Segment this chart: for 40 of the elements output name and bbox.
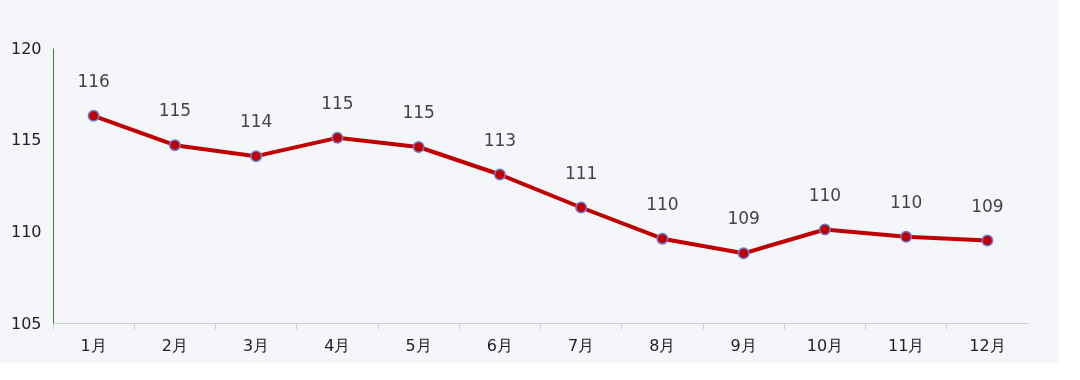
x-tick-label: 5月 — [405, 335, 432, 355]
y-tick-label: 105 — [10, 313, 42, 333]
data-label: 116 — [77, 70, 110, 91]
data-label: 115 — [158, 100, 192, 121]
data-label: 111 — [564, 162, 598, 183]
y-tick-label: 110 — [10, 221, 42, 241]
y-tick-label: 115 — [10, 130, 42, 150]
data-label: 110 — [646, 193, 679, 214]
point — [900, 230, 913, 243]
x-tick-label: 1月 — [80, 335, 107, 355]
point — [981, 234, 994, 247]
data-label: 115 — [402, 102, 435, 122]
x-tick-label: 9月 — [730, 335, 757, 355]
data-label: 115 — [321, 92, 354, 113]
x-tick-label: 6月 — [486, 335, 513, 355]
x-tick-label: 12月 — [969, 335, 1006, 355]
point — [250, 150, 263, 163]
x-tick-label: 8月 — [649, 335, 676, 355]
point — [168, 139, 181, 152]
point — [331, 131, 344, 144]
data-label: 109 — [727, 208, 760, 229]
x-tick-label: 3月 — [243, 335, 270, 355]
point — [818, 223, 831, 236]
point — [493, 168, 506, 181]
x-tick-label: 2月 — [161, 335, 188, 355]
data-label: 114 — [239, 111, 273, 132]
data-label: 113 — [483, 129, 517, 150]
data-label: 110 — [808, 184, 842, 205]
data-label: 110 — [889, 191, 923, 212]
point — [575, 201, 588, 214]
point — [412, 141, 425, 153]
x-tick-label: 7月 — [568, 335, 595, 355]
point — [737, 247, 750, 260]
x-tick-label: 11月 — [887, 335, 925, 355]
point — [656, 232, 669, 245]
data-label: 109 — [971, 195, 1004, 216]
x-tick-label: 10月 — [806, 335, 844, 355]
point — [87, 109, 100, 122]
y-tick-label: 120 — [10, 38, 42, 58]
x-tick-label: 4月 — [324, 335, 351, 355]
